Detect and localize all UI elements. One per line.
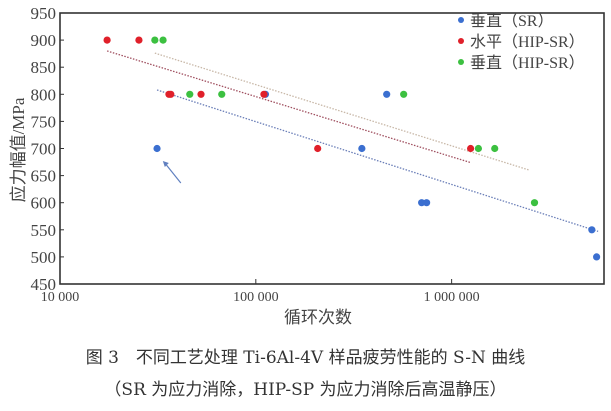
y-axis-label: 应力幅值/MPa bbox=[9, 97, 28, 202]
data-point bbox=[186, 90, 194, 98]
legend-label: 垂直（SR） bbox=[470, 12, 554, 30]
data-point bbox=[151, 36, 159, 44]
data-point bbox=[593, 253, 601, 261]
data-point bbox=[383, 90, 391, 98]
y-tick-label: 800 bbox=[31, 85, 57, 104]
x-tick-label: 100 000 bbox=[233, 290, 279, 305]
data-point bbox=[467, 144, 475, 153]
y-tick-label: 750 bbox=[31, 112, 57, 131]
y-tick-label: 700 bbox=[31, 140, 57, 159]
legend-marker bbox=[458, 38, 464, 44]
x-axis-label: 循环次数 bbox=[284, 308, 352, 327]
data-point bbox=[314, 144, 322, 153]
legend-marker bbox=[458, 17, 464, 23]
figure-caption-title: 图 3 不同工艺处理 Ti-6Al-4V 样品疲劳性能的 S-N 曲线 bbox=[85, 348, 526, 368]
y-tick-label: 850 bbox=[31, 58, 57, 77]
legend-label: 水平（HIP-SR） bbox=[470, 33, 585, 51]
y-tick-label: 600 bbox=[31, 194, 57, 213]
y-tick-label: 550 bbox=[31, 221, 57, 240]
data-point bbox=[197, 90, 205, 98]
y-tick-label: 450 bbox=[31, 275, 57, 294]
data-point bbox=[418, 199, 426, 207]
trend-line bbox=[154, 52, 530, 171]
data-point bbox=[491, 144, 499, 153]
data-point bbox=[358, 144, 366, 153]
data-point bbox=[159, 36, 167, 44]
data-point bbox=[153, 144, 161, 153]
sn-curve-chart: 450 500 550 600 650 700 750 800 850 900 950 10 000… bbox=[9, 4, 605, 327]
data-point bbox=[135, 36, 143, 44]
data-point bbox=[474, 144, 482, 153]
x-tick-label: 10 000 bbox=[41, 290, 80, 305]
y-tick-label: 950 bbox=[31, 4, 57, 23]
y-tick-label: 650 bbox=[31, 167, 57, 186]
plot-frame bbox=[59, 12, 605, 285]
annotation-arrowhead bbox=[162, 160, 169, 167]
annotation-arrow bbox=[164, 162, 182, 184]
data-point bbox=[103, 36, 111, 44]
data-point bbox=[167, 90, 175, 98]
legend-marker bbox=[458, 59, 464, 65]
y-tick-label: 500 bbox=[31, 248, 57, 267]
data-point bbox=[400, 90, 408, 98]
data-point bbox=[588, 226, 596, 234]
figure-caption-note: （SR 为应力消除，HIP-SP 为应力消除后高温静压） bbox=[104, 380, 507, 400]
data-point bbox=[422, 199, 431, 207]
trend-line bbox=[106, 50, 471, 164]
data-point bbox=[218, 90, 226, 98]
data-point bbox=[530, 199, 539, 207]
legend-label: 垂直（HIP-SR） bbox=[470, 54, 585, 72]
data-point bbox=[260, 90, 268, 98]
y-tick-label: 900 bbox=[31, 31, 57, 50]
trend-line bbox=[156, 89, 599, 233]
x-tick-label: 1 000 000 bbox=[424, 290, 480, 305]
